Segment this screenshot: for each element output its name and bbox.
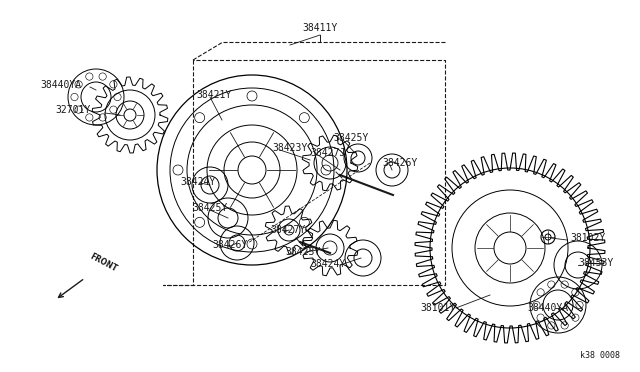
Text: 38424Y: 38424Y bbox=[310, 259, 345, 269]
Text: 38427Y: 38427Y bbox=[270, 225, 305, 235]
Text: 38453Y: 38453Y bbox=[578, 258, 613, 268]
Text: 38423Y: 38423Y bbox=[285, 247, 320, 257]
Text: 38426Y: 38426Y bbox=[212, 240, 247, 250]
Text: 38440YA: 38440YA bbox=[40, 80, 81, 90]
Text: 38101Y: 38101Y bbox=[420, 303, 456, 313]
Text: 38426Y: 38426Y bbox=[382, 158, 417, 168]
Text: 38424Y: 38424Y bbox=[180, 177, 215, 187]
Text: 38427J: 38427J bbox=[310, 148, 345, 158]
Text: 38411Y: 38411Y bbox=[302, 23, 338, 33]
Text: FRONT: FRONT bbox=[88, 252, 118, 274]
Text: 32701Y: 32701Y bbox=[55, 105, 90, 115]
Text: 38425Y: 38425Y bbox=[192, 203, 227, 213]
Text: 38440YA: 38440YA bbox=[527, 303, 568, 313]
Text: 38425Y: 38425Y bbox=[333, 133, 368, 143]
Text: 38423Y: 38423Y bbox=[272, 143, 307, 153]
Text: 38102Y: 38102Y bbox=[570, 233, 605, 243]
Text: 38421Y: 38421Y bbox=[196, 90, 231, 100]
Text: k38 0008: k38 0008 bbox=[580, 351, 620, 360]
